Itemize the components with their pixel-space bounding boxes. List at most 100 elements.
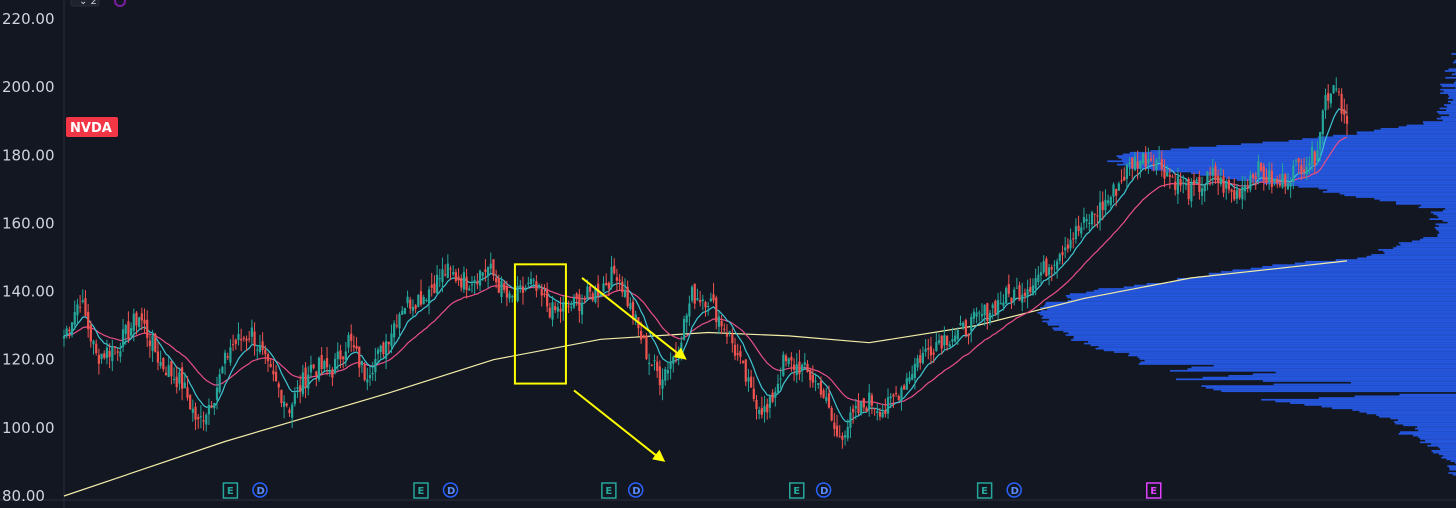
candle-body: [964, 320, 967, 336]
candle-body: [205, 414, 208, 425]
trend-arrow-head: [652, 449, 666, 462]
candle-body: [975, 312, 978, 317]
candle-body: [580, 302, 584, 315]
candle-body: [97, 354, 100, 364]
volume-profile-bar: [1450, 102, 1456, 105]
volume-profile-bar: [1440, 88, 1456, 91]
volume-profile-bar: [1047, 323, 1456, 326]
candle-body: [516, 285, 519, 302]
volume-profile-bar: [1427, 444, 1456, 447]
candle-body: [835, 425, 839, 436]
volume-profile-bar: [1442, 85, 1456, 88]
candle-body: [465, 276, 468, 290]
candle-body: [903, 385, 906, 390]
volume-profile-bar: [1043, 315, 1456, 318]
candle-body: [543, 293, 546, 296]
candle-body: [325, 358, 329, 368]
candle-body: [1211, 168, 1214, 176]
candle-body: [414, 305, 417, 310]
volume-profile-bar: [1366, 255, 1456, 258]
volume-profile-bar: [1440, 92, 1456, 94]
candle-body: [852, 408, 855, 413]
candle-body: [602, 283, 605, 292]
candle-body: [876, 410, 879, 414]
candle-body: [264, 349, 267, 355]
volume-profile-bar: [1356, 131, 1456, 134]
candle-body: [331, 369, 334, 378]
collapse-button[interactable]: [70, 0, 100, 7]
volume-profile-bar: [1197, 276, 1456, 278]
candle-body: [269, 363, 272, 368]
candle-body: [988, 312, 992, 323]
volume-profile-bar: [1400, 243, 1456, 246]
volume-profile-bar: [1439, 107, 1456, 110]
candle-body: [755, 399, 758, 410]
volume-profile-bar: [1250, 267, 1456, 270]
candle-body: [1120, 180, 1123, 182]
candle-body: [532, 279, 535, 281]
volume-profile-bar: [1071, 339, 1456, 341]
volume-profile-bar: [1048, 318, 1456, 321]
candle-body: [288, 409, 291, 414]
candle-body: [138, 317, 141, 328]
earnings-marker[interactable]: [413, 482, 429, 499]
candle-body: [1230, 189, 1233, 192]
candle-body: [1192, 180, 1196, 185]
volume-profile-bar: [1129, 352, 1456, 355]
candle-body: [1107, 200, 1110, 204]
candle-body: [972, 311, 976, 319]
candle-body: [1179, 179, 1182, 186]
volume-profile-bar: [1379, 199, 1456, 202]
candle-body: [741, 361, 745, 363]
candle-body: [996, 299, 1000, 315]
candle-body: [1278, 183, 1281, 186]
volume-profile-bar: [1063, 330, 1456, 333]
earnings-marker[interactable]: [1145, 482, 1162, 499]
volume-profile-bar: [1371, 254, 1456, 256]
volume-profile-bar: [1129, 151, 1456, 154]
candle-body: [870, 395, 874, 406]
candle-body: [886, 397, 890, 414]
volume-profile-bar: [1107, 160, 1456, 163]
volume-profile-bar: [1176, 277, 1456, 280]
candle-body: [768, 396, 772, 408]
volume-profile-bar: [1088, 340, 1456, 343]
volume-profile-bar: [1438, 112, 1456, 115]
candle-body: [806, 363, 809, 372]
volume-profile-bar: [1359, 410, 1456, 413]
volume-profile-bar: [1321, 405, 1456, 408]
candle-body: [411, 306, 415, 311]
candle-body: [626, 286, 629, 307]
volume-profile-bar: [1053, 329, 1456, 331]
candle-body: [1286, 183, 1290, 190]
earnings-marker[interactable]: [789, 482, 805, 499]
volume-profile-bar: [1228, 375, 1456, 377]
volume-profile-bar: [1249, 180, 1456, 183]
volume-profile-bar: [1116, 155, 1456, 157]
volume-profile-bar: [1452, 61, 1456, 64]
candle-body: [237, 334, 240, 340]
candle-body: [1319, 131, 1322, 150]
trend-arrow: [573, 389, 660, 459]
earnings-marker[interactable]: [222, 482, 239, 499]
volume-profile-bar: [1355, 196, 1456, 198]
candle-body: [792, 364, 796, 370]
candle-body: [390, 333, 393, 347]
candle-body: [1198, 176, 1201, 192]
volume-profile-bar: [1317, 136, 1456, 139]
candle-body: [170, 361, 173, 377]
candle-body: [929, 346, 933, 356]
candle-body: [79, 306, 82, 308]
candle-body: [634, 314, 637, 320]
earnings-marker[interactable]: [976, 482, 993, 499]
candle-body: [1335, 88, 1338, 90]
candle-body: [1133, 156, 1137, 171]
y-tick-label: 140.00: [2, 283, 55, 301]
earnings-marker[interactable]: [601, 482, 617, 499]
candle-body: [656, 361, 659, 372]
candle-body: [68, 329, 71, 332]
volume-profile-bar: [1169, 281, 1456, 284]
candle-body: [307, 374, 310, 389]
earnings-marker-label: E: [981, 486, 988, 497]
